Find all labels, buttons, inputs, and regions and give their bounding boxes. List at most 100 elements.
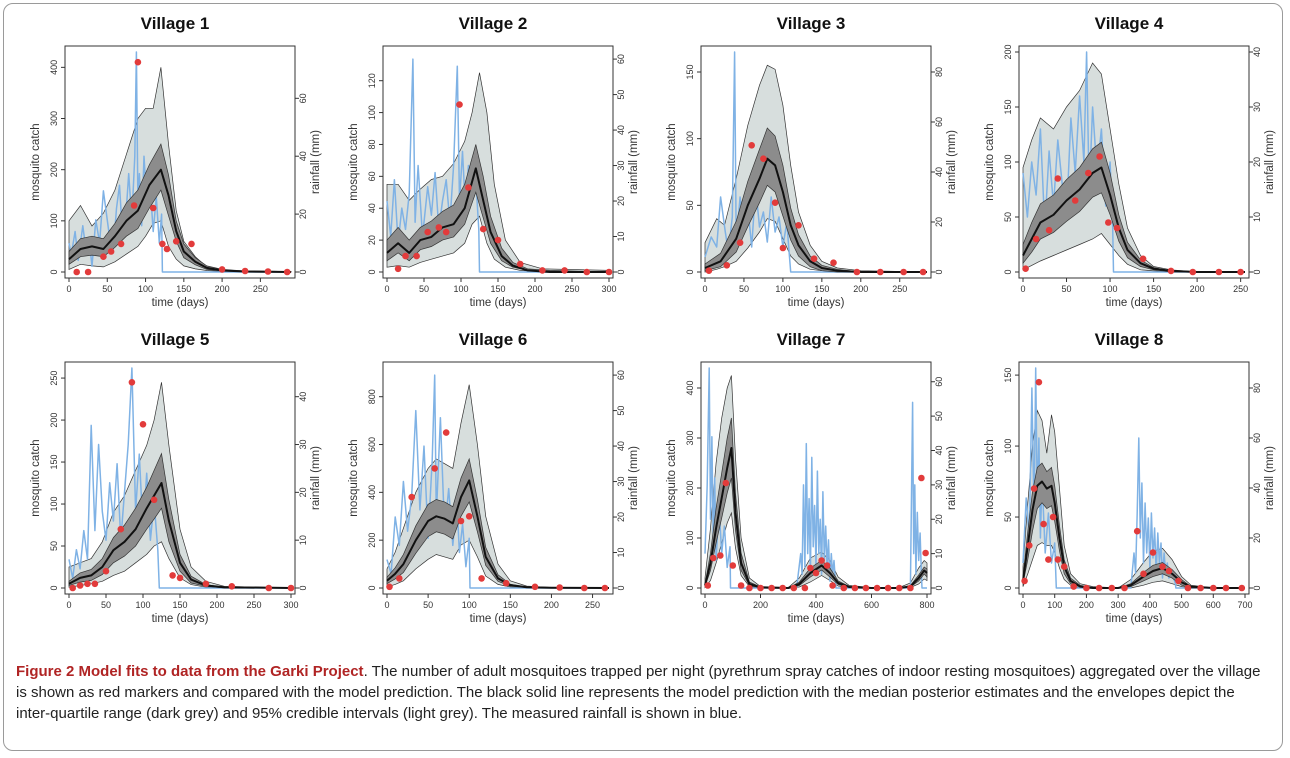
observed-point [907,584,914,592]
observed-point [456,101,463,108]
x-tick-label: 150 [490,284,505,294]
x-tick-label: 200 [1079,600,1094,610]
plot-frame [64,45,296,279]
x-tick-label: 200 [209,600,224,610]
y2-axis-label: rainfall (mm) [310,446,322,510]
observed-point [516,260,524,268]
y2-tick-label: 10 [934,549,944,559]
y2-tick-label: 0 [1252,585,1262,590]
x-tick-label: 150 [814,284,829,294]
observed-point [1049,513,1057,521]
y-tick-label: 0 [685,269,695,274]
y2-tick-label: 60 [934,377,944,387]
observed-point [1022,265,1029,273]
y-tick-label: 20 [367,235,377,245]
x-tick-label: 250 [246,600,261,610]
village-panel: 0 50 100 150 200 250 time (days) 0 50 100 150 200 mo… [954,0,1276,320]
plot-area [704,51,928,276]
plot-area [68,51,292,276]
y-tick-label: 100 [685,530,695,545]
observed-point [1095,584,1103,592]
ci95-band [386,384,610,589]
observed-point [84,268,92,276]
observed-point [1121,584,1128,592]
x-tick-label: 100 [138,284,153,294]
plot-area [68,367,295,592]
x-axis-label: time (days) [788,613,845,625]
y2-axis-label: rainfall (mm) [1264,446,1276,510]
y2-tick-label: 60 [616,54,626,64]
y-axis-label: mosquito catch [666,439,678,516]
y2-axis-label: rainfall (mm) [310,130,322,194]
ci95-band [704,375,928,589]
y-axis-label: mosquito catch [348,123,360,200]
observed-point [139,421,147,428]
y-tick-label: 800 [367,389,377,404]
y2-tick-label: 20 [616,196,626,206]
observed-point [812,569,820,577]
observed-point [169,572,176,579]
y2-tick-label: 20 [298,487,308,497]
y-axis-label: mosquito catch [666,123,678,200]
observed-point [746,584,753,592]
y-tick-label: 60 [367,171,377,181]
observed-point [829,582,836,589]
observed-point [605,268,613,276]
observed-point [283,268,291,276]
x-axis-label: time (days) [152,613,209,625]
y2-tick-label: 50 [934,411,944,421]
plot-frame [382,361,614,595]
y-tick-label: 600 [367,437,377,452]
y-tick-label: 150 [685,64,695,79]
x-tick-label: 300 [601,284,616,294]
x-tick-label: 250 [253,284,268,294]
panel-title: Village 8 [1094,330,1164,349]
village-panel: 0 50 100 150 200 250 time (days) 0 100 200 300 400 m… [0,0,322,320]
observed-point [218,266,226,273]
y2-tick-label: 0 [616,585,626,590]
median-line [704,157,927,273]
panel-title: Village 5 [140,330,210,349]
observed-point [810,255,818,262]
panel-title: Village 2 [458,14,528,33]
x-tick-label: 100 [135,600,150,610]
observed-point [807,564,814,572]
observed-point [1139,255,1147,263]
panel-title: Village 1 [140,14,210,33]
observed-point [1165,567,1173,575]
x-tick-label: 300 [1111,600,1126,610]
x-tick-label: 0 [66,284,71,294]
x-tick-label: 0 [384,600,389,610]
observed-point [704,582,712,589]
y2-tick-label: 80 [934,67,944,77]
observed-point [479,225,487,233]
observed-point [918,474,925,482]
observed-point [1175,577,1182,585]
observed-point [779,244,787,252]
y2-tick-label: 10 [1252,212,1262,222]
y2-tick-label: 0 [1252,269,1262,274]
observed-point [241,267,249,275]
observed-point [1184,584,1192,592]
observed-point [1140,570,1147,578]
y2-tick-label: 40 [1252,47,1262,57]
observed-point [779,584,786,592]
x-tick-label: 200 [753,600,768,610]
village-panel: 0 50 100 150 200 250 300 time (days) 0 20 40 60 80 10… [318,0,640,320]
observed-point [1222,584,1230,592]
observed-point [431,465,438,472]
x-tick-label: 0 [1020,284,1025,294]
x-tick-label: 0 [384,284,389,294]
y2-tick-label: 50 [616,406,626,416]
observed-point [877,268,884,276]
y-tick-label: 0 [685,585,695,590]
observed-point [581,584,588,592]
plot-frame [700,45,932,279]
observed-point [1215,268,1223,276]
x-tick-label: 0 [702,284,707,294]
observed-point [149,204,157,212]
y-tick-label: 0 [1003,269,1013,274]
y-tick-label: 400 [685,380,695,395]
observed-point [1060,563,1068,570]
y2-tick-label: 10 [298,535,308,545]
